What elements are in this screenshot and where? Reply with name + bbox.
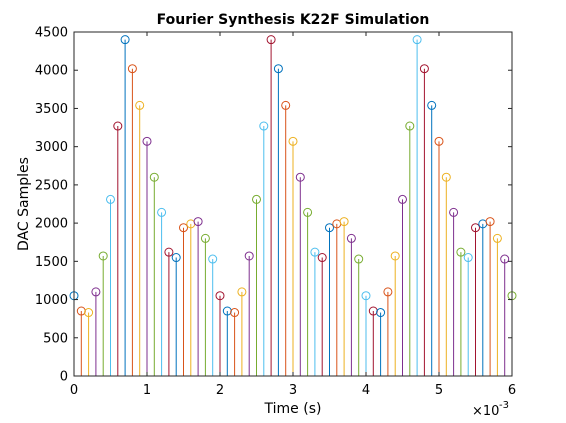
stem-marker	[354, 254, 364, 264]
x-tick-label: 2	[216, 383, 224, 398]
stem-marker	[142, 136, 152, 146]
y-tick-label: 3000	[35, 140, 68, 155]
y-axis-label: DAC Samples	[16, 157, 32, 251]
stem-marker	[390, 251, 400, 261]
x-exponent: ×10 -3	[472, 400, 509, 419]
stem-marker	[179, 223, 188, 233]
stem-marker	[303, 207, 313, 217]
stem-marker	[434, 136, 444, 146]
stem-marker	[259, 121, 269, 131]
stem-marker	[492, 233, 502, 243]
stem-marker	[361, 291, 371, 301]
stem-marker	[325, 223, 334, 233]
stem-marker	[157, 207, 167, 217]
stem-marker	[200, 233, 210, 243]
y-tick-label: 1500	[35, 255, 68, 270]
chart-title: Fourier Synthesis K22F Simulation	[157, 12, 430, 28]
stem-marker	[237, 287, 247, 297]
stem-marker	[113, 121, 123, 131]
stem-marker	[208, 254, 218, 264]
x-exponent-base: ×10	[472, 404, 499, 419]
stem-marker	[405, 121, 415, 131]
stem-marker	[84, 308, 94, 318]
stem-marker	[346, 233, 356, 243]
stem-marker	[427, 100, 437, 110]
stem-marker	[376, 308, 386, 318]
stem-marker	[252, 194, 261, 204]
stem-marker	[127, 64, 137, 74]
x-axis-label: Time (s)	[264, 401, 322, 417]
stem-marker	[398, 194, 407, 204]
y-tick-label: 1000	[35, 293, 68, 308]
stem-marker	[135, 100, 145, 110]
x-tick-label: 6	[508, 383, 516, 398]
stem-marker	[266, 35, 276, 45]
data-stems	[69, 35, 517, 376]
stem-marker	[471, 223, 480, 233]
stem-marker	[193, 217, 203, 227]
stem-marker	[164, 247, 174, 257]
stem-marker	[106, 194, 115, 204]
stem-marker	[171, 253, 181, 263]
stem-marker	[273, 64, 283, 74]
y-tick-label: 4000	[35, 64, 68, 79]
stem-marker	[449, 207, 459, 217]
y-tick-label: 4500	[35, 26, 68, 41]
x-tick-label: 3	[289, 383, 297, 398]
stem-marker	[485, 217, 495, 227]
stem-marker	[98, 251, 108, 261]
stem-marker	[339, 217, 349, 227]
y-tick-label: 2500	[35, 178, 68, 193]
stem-marker	[281, 100, 291, 110]
stem-marker	[463, 253, 473, 263]
stem-marker	[456, 247, 466, 257]
x-tick-label: 1	[143, 383, 151, 398]
stem-marker	[383, 287, 393, 297]
stem-marker	[412, 35, 422, 45]
stem-marker	[317, 253, 327, 263]
stem-marker	[91, 287, 101, 297]
stem-marker	[215, 291, 225, 301]
stem-marker	[310, 247, 320, 257]
stem-marker	[441, 172, 451, 182]
stem-marker	[288, 136, 298, 146]
stem-marker	[500, 254, 510, 264]
x-tick-label: 5	[435, 383, 443, 398]
y-tick-label: 2000	[35, 217, 68, 232]
stem-marker	[419, 64, 429, 74]
stem-marker	[149, 172, 159, 182]
y-tick-label: 3500	[35, 102, 68, 117]
axes: 0 1 2 3 4 5 6 0 500 1000 1500 2000 2500 3000 3500 4000 4…	[35, 26, 516, 399]
stem-marker	[244, 251, 254, 261]
x-tick-label: 4	[362, 383, 370, 398]
y-tick-label: 0	[60, 370, 68, 385]
stem-marker	[230, 308, 240, 318]
x-tick-label: 0	[70, 383, 78, 398]
y-tick-label: 500	[43, 331, 68, 346]
x-exponent-power: -3	[499, 400, 509, 411]
stem-marker	[295, 172, 305, 182]
stem-marker	[120, 35, 130, 45]
